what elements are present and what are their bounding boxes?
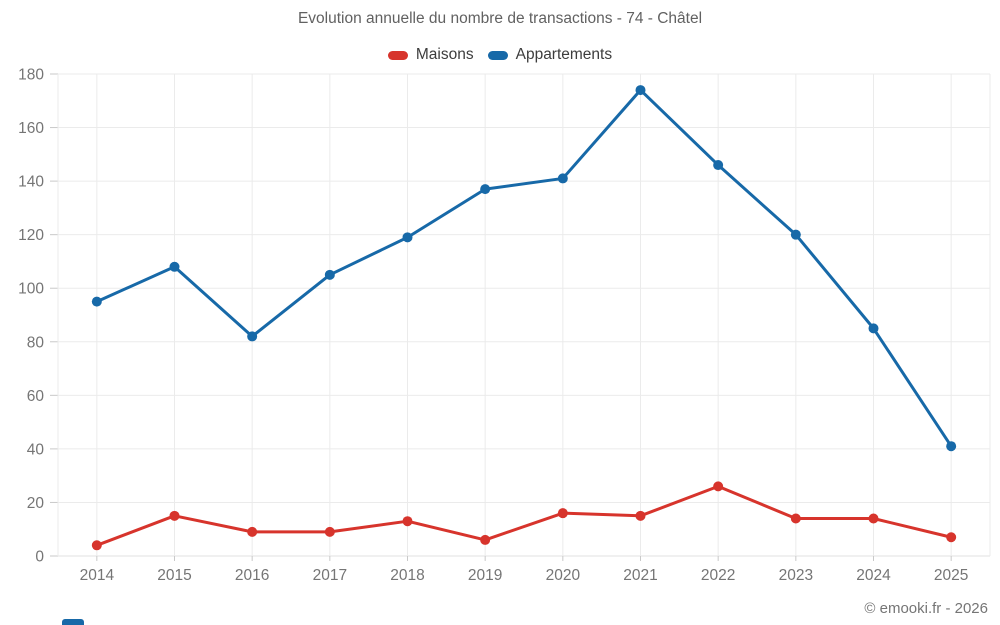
legend-label-appartements: Appartements — [515, 46, 613, 63]
data-point-maisons-2018[interactable] — [402, 516, 413, 527]
data-point-appartements-2017[interactable] — [324, 269, 335, 280]
chart-legend: Maisons Appartements — [0, 46, 1000, 64]
y-axis-label: 20 — [27, 495, 45, 512]
data-point-maisons-2014[interactable] — [91, 540, 102, 551]
legend-item-appartements[interactable]: Appartements — [487, 46, 613, 64]
x-axis-label: 2014 — [80, 567, 115, 584]
x-axis-label: 2018 — [390, 567, 424, 584]
y-axis-label: 0 — [35, 549, 44, 566]
x-axis-label: 2017 — [313, 567, 347, 584]
appartements-swatch-icon — [487, 50, 508, 60]
x-axis-label: 2019 — [468, 567, 502, 584]
data-point-appartements-2016[interactable] — [247, 331, 258, 342]
y-axis-label: 40 — [27, 441, 45, 458]
data-point-maisons-2021[interactable] — [635, 510, 646, 521]
data-point-appartements-2022[interactable] — [713, 160, 724, 171]
data-point-maisons-2016[interactable] — [247, 526, 258, 537]
x-axis-label: 2024 — [856, 567, 891, 584]
y-axis-label: 100 — [18, 281, 44, 298]
legend-item-maisons[interactable]: Maisons — [387, 46, 474, 64]
y-axis-label: 160 — [18, 120, 44, 137]
data-point-appartements-2025[interactable] — [946, 441, 957, 452]
x-axis-label: 2023 — [779, 567, 813, 584]
legend-label-maisons: Maisons — [415, 46, 474, 63]
data-point-maisons-2019[interactable] — [480, 534, 491, 545]
data-point-maisons-2017[interactable] — [324, 526, 335, 537]
y-axis-label: 180 — [18, 67, 44, 84]
y-axis-label: 60 — [27, 388, 45, 405]
data-point-appartements-2020[interactable] — [557, 173, 568, 184]
data-point-maisons-2024[interactable] — [868, 513, 879, 524]
data-point-maisons-2025[interactable] — [946, 532, 957, 543]
data-point-appartements-2023[interactable] — [790, 229, 801, 240]
x-axis-label: 2020 — [546, 567, 581, 584]
copyright-footer: © emooki.fr - 2026 — [864, 600, 988, 617]
data-point-appartements-2021[interactable] — [635, 85, 646, 96]
chart-title: Evolution annuelle du nombre de transact… — [297, 10, 703, 27]
x-axis-label: 2021 — [623, 567, 657, 584]
data-point-appartements-2018[interactable] — [402, 232, 413, 243]
maisons-swatch-icon — [387, 50, 408, 60]
series-line-appartements — [95, 88, 953, 448]
x-axis-label: 2016 — [235, 567, 269, 584]
y-axis-label: 80 — [27, 334, 45, 351]
data-point-maisons-2023[interactable] — [790, 513, 801, 524]
data-point-maisons-2022[interactable] — [713, 481, 724, 492]
y-axis-label: 120 — [18, 227, 44, 244]
partial-blue-element — [62, 619, 84, 625]
series-line-maisons — [95, 484, 953, 547]
data-point-maisons-2015[interactable] — [169, 510, 180, 521]
data-point-appartements-2015[interactable] — [169, 261, 180, 272]
x-axis-label: 2025 — [934, 567, 968, 584]
data-point-maisons-2020[interactable] — [557, 508, 568, 519]
x-axis-label: 2022 — [701, 567, 735, 584]
data-point-appartements-2024[interactable] — [868, 323, 879, 334]
data-point-appartements-2014[interactable] — [91, 296, 102, 307]
y-axis-label: 140 — [18, 174, 44, 191]
data-point-appartements-2019[interactable] — [480, 184, 491, 195]
x-axis-label: 2015 — [157, 567, 191, 584]
